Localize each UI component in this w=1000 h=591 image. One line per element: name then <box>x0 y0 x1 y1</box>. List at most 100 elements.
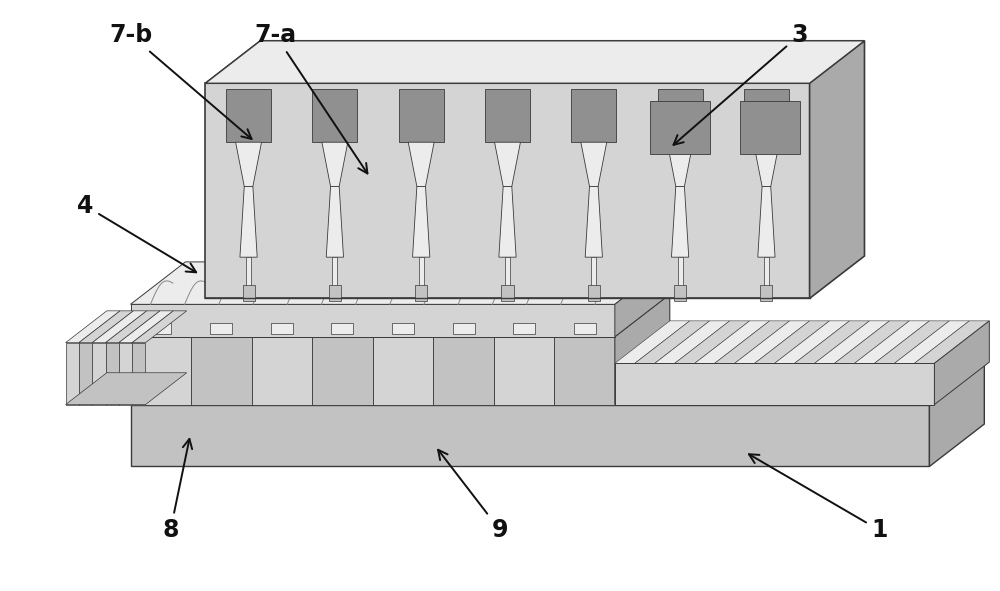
Polygon shape <box>252 337 312 405</box>
Polygon shape <box>119 311 173 343</box>
Polygon shape <box>392 323 414 334</box>
Polygon shape <box>753 142 779 186</box>
Text: 4: 4 <box>77 194 196 272</box>
Polygon shape <box>615 294 670 405</box>
Polygon shape <box>667 142 693 186</box>
Polygon shape <box>494 294 609 337</box>
Polygon shape <box>894 321 969 363</box>
Polygon shape <box>191 337 252 405</box>
Polygon shape <box>929 362 984 466</box>
Polygon shape <box>131 294 246 337</box>
Polygon shape <box>132 311 187 343</box>
Polygon shape <box>312 337 373 405</box>
Polygon shape <box>758 186 775 257</box>
Polygon shape <box>855 321 929 363</box>
Polygon shape <box>132 343 145 405</box>
Polygon shape <box>131 304 615 337</box>
Polygon shape <box>66 343 79 405</box>
Text: 1: 1 <box>749 454 888 542</box>
Polygon shape <box>934 321 989 405</box>
Polygon shape <box>131 362 984 405</box>
Polygon shape <box>505 257 510 296</box>
Text: 8: 8 <box>162 439 192 542</box>
Polygon shape <box>678 257 683 296</box>
Polygon shape <box>655 321 730 363</box>
Polygon shape <box>271 323 293 334</box>
Polygon shape <box>240 186 257 257</box>
Polygon shape <box>775 321 850 363</box>
Polygon shape <box>874 321 949 363</box>
Polygon shape <box>236 142 262 186</box>
Polygon shape <box>226 89 271 142</box>
Polygon shape <box>810 41 864 298</box>
Polygon shape <box>322 142 348 186</box>
Polygon shape <box>513 323 535 334</box>
Polygon shape <box>658 89 703 142</box>
Text: 9: 9 <box>438 450 508 542</box>
Text: 7-b: 7-b <box>109 23 252 139</box>
Polygon shape <box>554 294 670 337</box>
Polygon shape <box>106 311 160 343</box>
Polygon shape <box>615 262 670 337</box>
Polygon shape <box>399 89 444 142</box>
Polygon shape <box>312 294 428 337</box>
Polygon shape <box>715 321 790 363</box>
Polygon shape <box>131 337 191 405</box>
Polygon shape <box>735 321 810 363</box>
Polygon shape <box>835 321 909 363</box>
Polygon shape <box>760 285 772 301</box>
Polygon shape <box>499 186 516 257</box>
Polygon shape <box>453 323 475 334</box>
Polygon shape <box>66 311 120 343</box>
Polygon shape <box>591 257 596 296</box>
Polygon shape <box>571 89 616 142</box>
Polygon shape <box>119 343 132 405</box>
Polygon shape <box>914 321 989 363</box>
Polygon shape <box>210 323 232 334</box>
Polygon shape <box>635 321 710 363</box>
Polygon shape <box>485 89 530 142</box>
Polygon shape <box>332 257 337 296</box>
Polygon shape <box>501 285 514 301</box>
Polygon shape <box>331 323 353 334</box>
Polygon shape <box>408 142 434 186</box>
Polygon shape <box>574 323 596 334</box>
Polygon shape <box>415 285 427 301</box>
Text: 7-a: 7-a <box>254 23 367 173</box>
Polygon shape <box>131 262 670 304</box>
Polygon shape <box>149 323 171 334</box>
Polygon shape <box>312 89 357 142</box>
Polygon shape <box>494 337 554 405</box>
Polygon shape <box>205 83 810 298</box>
Text: 3: 3 <box>674 23 808 145</box>
Polygon shape <box>252 294 367 337</box>
Polygon shape <box>92 343 106 405</box>
Polygon shape <box>419 257 424 296</box>
Polygon shape <box>581 142 607 186</box>
Polygon shape <box>815 321 889 363</box>
Polygon shape <box>205 41 864 83</box>
Polygon shape <box>66 373 187 405</box>
Polygon shape <box>205 41 864 83</box>
Polygon shape <box>106 343 119 405</box>
Polygon shape <box>433 294 549 337</box>
Polygon shape <box>585 186 602 257</box>
Polygon shape <box>326 186 344 257</box>
Polygon shape <box>413 186 430 257</box>
Polygon shape <box>740 101 800 154</box>
Polygon shape <box>495 142 520 186</box>
Polygon shape <box>615 363 934 405</box>
Polygon shape <box>433 337 494 405</box>
Polygon shape <box>755 321 830 363</box>
Polygon shape <box>373 294 488 337</box>
Polygon shape <box>674 285 686 301</box>
Polygon shape <box>588 285 600 301</box>
Polygon shape <box>373 337 433 405</box>
Polygon shape <box>191 294 307 337</box>
Polygon shape <box>650 101 710 154</box>
Polygon shape <box>675 321 750 363</box>
Polygon shape <box>554 337 615 405</box>
Polygon shape <box>243 285 255 301</box>
Polygon shape <box>695 321 770 363</box>
Polygon shape <box>671 186 689 257</box>
